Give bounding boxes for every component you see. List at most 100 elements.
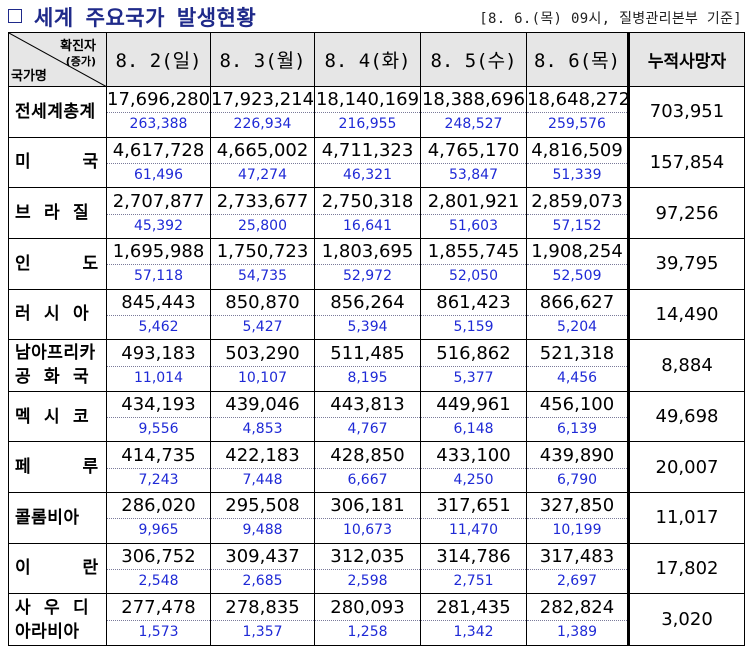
count-cell: 850,870 5,427 <box>210 288 315 341</box>
country-name: 콜롬비아 <box>8 492 107 544</box>
daily-increase: 226,934 <box>211 112 314 135</box>
cumulative-deaths: 20,007 <box>627 441 745 494</box>
daily-increase: 52,972 <box>315 264 420 287</box>
daily-increase: 9,556 <box>107 417 210 440</box>
daily-increase: 6,790 <box>527 467 627 491</box>
cumulative-cases: 443,813 <box>330 394 405 416</box>
cumulative-cases: 434,193 <box>121 394 196 416</box>
daily-increase: 248,527 <box>421 112 526 135</box>
count-cell: 286,020 9,965 <box>106 492 211 544</box>
daily-increase: 10,107 <box>211 365 314 389</box>
cumulative-cases: 2,750,318 <box>321 190 414 212</box>
daily-increase: 8,195 <box>315 365 420 389</box>
daily-increase: 11,470 <box>421 518 526 541</box>
cumulative-cases: 281,435 <box>436 597 511 619</box>
count-cell: 511,485 8,195 <box>314 339 421 392</box>
cumulative-cases: 2,707,877 <box>112 190 205 212</box>
cumulative-deaths: 11,017 <box>627 492 745 544</box>
count-cell: 317,483 2,697 <box>526 542 629 595</box>
count-cell: 428,850 6,667 <box>314 441 421 494</box>
cumulative-cases: 1,855,745 <box>427 241 520 263</box>
daily-increase: 4,853 <box>211 417 314 440</box>
cumulative-cases: 428,850 <box>330 444 405 466</box>
country-name-line: 전세계총계 <box>15 101 96 122</box>
daily-increase: 259,576 <box>527 112 627 135</box>
cumulative-cases: 4,665,002 <box>216 139 309 161</box>
table-row: 전세계총계 17,696,280 263,388 17,923,214 226,934 1… <box>8 86 745 138</box>
cumulative-cases: 280,093 <box>330 597 405 619</box>
cumulative-cases: 414,735 <box>121 444 196 466</box>
cumulative-cases: 4,765,170 <box>427 139 520 161</box>
daily-increase: 1,258 <box>315 620 420 643</box>
country-name-line: 러 시 아 <box>15 304 90 325</box>
daily-increase: 6,667 <box>315 467 420 491</box>
cumulative-cases: 282,824 <box>539 597 615 619</box>
daily-increase: 5,462 <box>107 314 210 338</box>
daily-increase: 61,496 <box>107 162 210 186</box>
cumulative-cases: 317,651 <box>436 495 511 517</box>
table-row: 페 루 414,735 7,243 422,183 7,448 428,850 6,667 4… <box>8 441 745 494</box>
daily-increase: 52,050 <box>421 264 526 287</box>
table-row: 사 우 디 아라비아 277,478 1,573 278,835 1,357 280,093… <box>8 593 745 646</box>
count-cell: 278,835 1,357 <box>210 593 315 646</box>
cumulative-cases: 439,046 <box>225 394 300 416</box>
daily-increase: 46,321 <box>315 162 420 186</box>
daily-increase: 10,673 <box>315 518 420 541</box>
corner-sub-label: (증가) <box>65 55 96 68</box>
count-cell: 327,850 10,199 <box>526 492 629 544</box>
daily-increase: 11,014 <box>107 365 210 389</box>
country-name: 사 우 디 아라비아 <box>8 593 107 646</box>
cumulative-cases: 861,423 <box>436 291 511 313</box>
daily-increase: 7,243 <box>107 467 210 491</box>
daily-increase: 47,274 <box>211 162 314 186</box>
daily-increase: 5,377 <box>421 365 526 389</box>
daily-increase: 10,199 <box>527 518 627 541</box>
count-cell: 2,750,318 16,641 <box>314 187 421 239</box>
cumulative-cases: 4,617,728 <box>112 139 205 161</box>
count-cell: 503,290 10,107 <box>210 339 315 392</box>
daily-increase: 6,139 <box>527 417 627 440</box>
count-cell: 281,435 1,342 <box>420 593 527 646</box>
country-name-line: 아라비아 <box>15 621 80 642</box>
table-row: 콜롬비아 286,020 9,965 295,508 9,488 306,181 10,67… <box>8 492 745 544</box>
count-cell: 306,752 2,548 <box>106 542 211 595</box>
cumulative-cases: 4,816,509 <box>531 139 623 161</box>
cumulative-cases: 286,020 <box>121 495 196 517</box>
cumulative-cases: 18,140,169 <box>315 89 420 111</box>
daily-increase: 216,955 <box>315 112 420 135</box>
cumulative-cases: 278,835 <box>225 597 300 619</box>
daily-increase: 2,697 <box>527 568 627 592</box>
table-row: 남아프리카 공 화 국 493,183 11,014 503,290 10,107 511,… <box>8 339 745 392</box>
count-cell: 282,824 1,389 <box>526 593 629 646</box>
corner-bottom-label: 국가명 <box>11 69 47 84</box>
table-row: 인 도 1,695,988 57,118 1,750,723 54,735 1,803,6… <box>8 237 745 290</box>
count-cell: 4,765,170 53,847 <box>420 136 527 189</box>
daily-increase: 52,509 <box>527 264 627 287</box>
daily-increase: 51,603 <box>421 213 526 237</box>
country-name-line: 브 라 질 <box>15 203 90 224</box>
count-cell: 312,035 2,598 <box>314 542 421 595</box>
daily-increase: 4,456 <box>527 365 627 389</box>
cumulative-cases: 18,648,272 <box>527 89 631 111</box>
country-name: 페 루 <box>8 441 107 494</box>
source-note: [8. 6.(목) 09시, 질병관리본부 기준] <box>479 11 742 27</box>
daily-increase: 53,847 <box>421 162 526 186</box>
cumulative-deaths: 39,795 <box>627 237 745 290</box>
count-cell: 422,183 7,448 <box>210 441 315 494</box>
count-cell: 18,388,696 248,527 <box>420 86 527 138</box>
count-cell: 1,908,254 52,509 <box>526 237 629 290</box>
cumulative-cases: 309,437 <box>225 545 300 567</box>
cumulative-cases: 306,752 <box>121 545 196 567</box>
cumulative-cases: 866,627 <box>539 291 615 313</box>
daily-increase: 9,488 <box>211 518 314 541</box>
table-row: 미 국 4,617,728 61,496 4,665,002 47,274 4,711,3… <box>8 136 745 189</box>
count-cell: 1,803,695 52,972 <box>314 237 421 290</box>
cumulative-cases: 295,508 <box>225 495 300 517</box>
country-name-line: 미 국 <box>15 152 99 173</box>
cumulative-cases: 1,695,988 <box>112 241 205 263</box>
count-cell: 433,100 4,250 <box>420 441 527 494</box>
count-cell: 306,181 10,673 <box>314 492 421 544</box>
count-cell: 1,750,723 54,735 <box>210 237 315 290</box>
country-name: 남아프리카 공 화 국 <box>8 339 107 392</box>
country-name-line: 남아프리카 <box>15 343 96 364</box>
